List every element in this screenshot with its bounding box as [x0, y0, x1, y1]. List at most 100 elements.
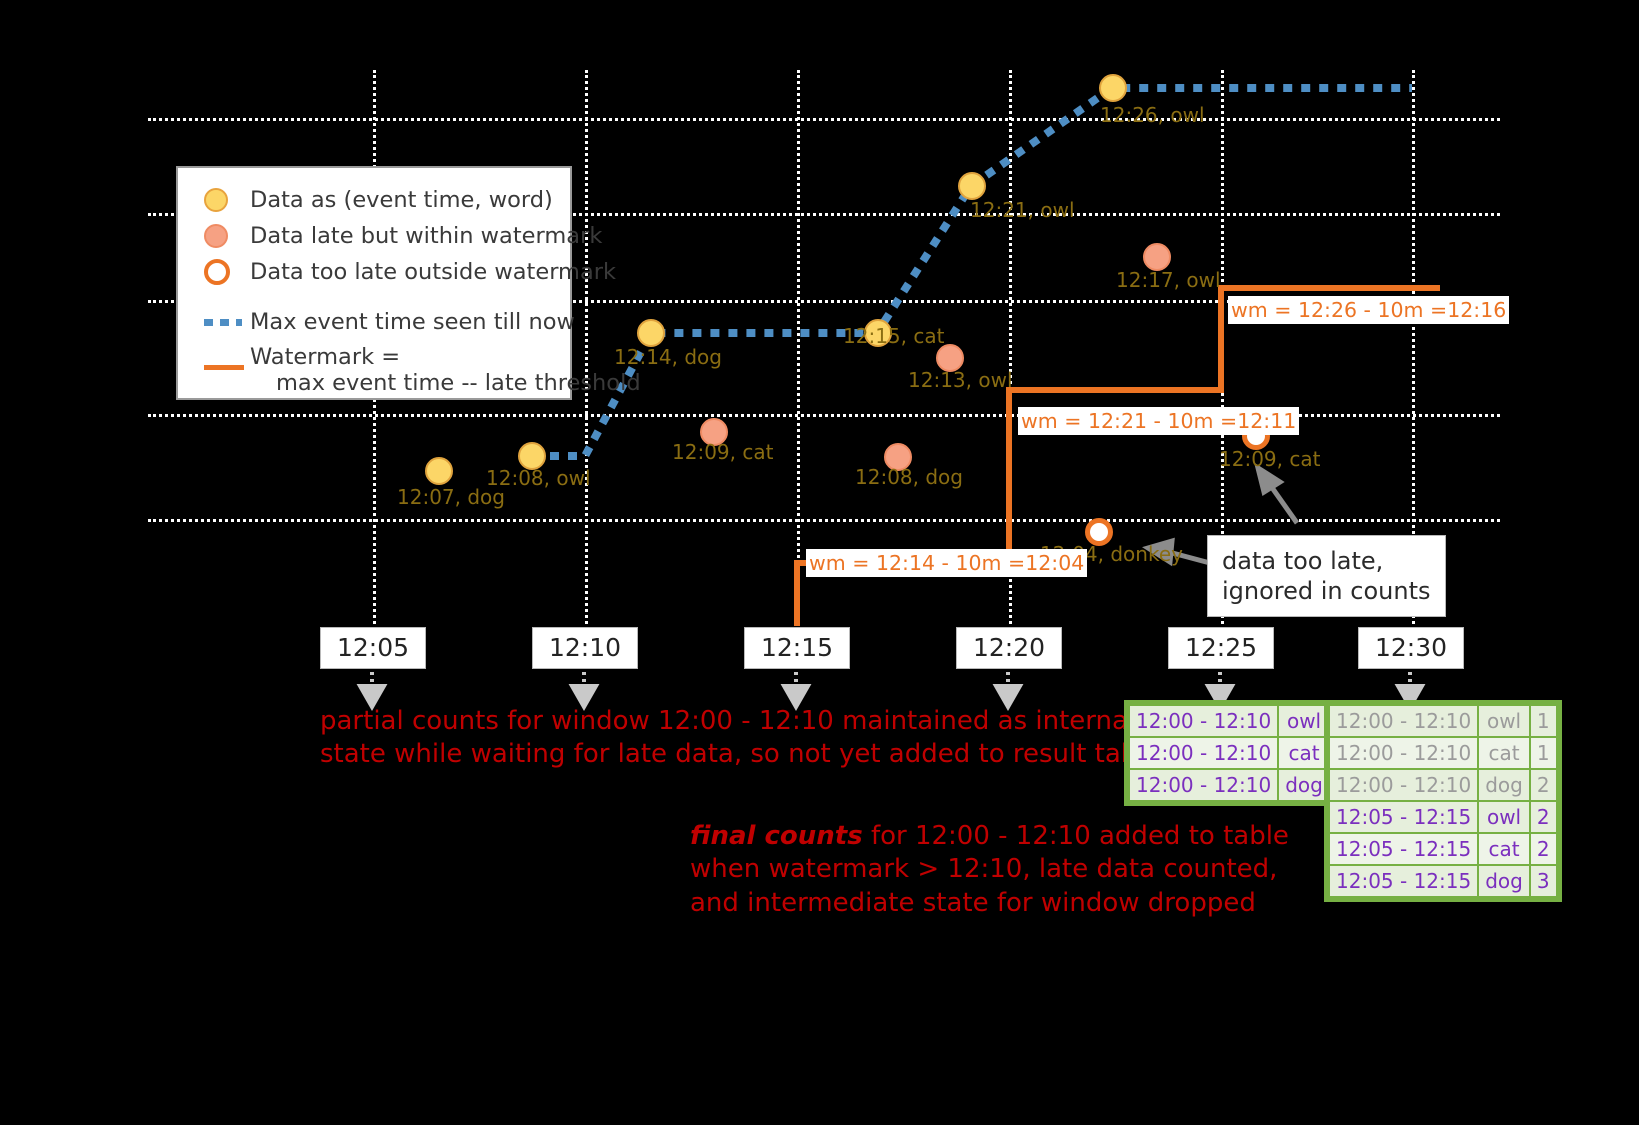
callout-arrows: [1142, 462, 1300, 567]
watermark-label: wm = 12:26 - 10m =12:16: [1228, 296, 1510, 324]
data-point-label: 12:17, owl: [1116, 268, 1221, 292]
legend-label: Data as (event time, word): [250, 187, 553, 213]
table-row: 12:00 - 12:10 cat 1: [1330, 738, 1556, 768]
partial-counts-annotation: partial counts for window 12:00 - 12:10 …: [320, 705, 1161, 772]
cell-window: 12:05 - 12:15: [1330, 866, 1478, 896]
data-point-label: 12:09, cat: [672, 440, 774, 464]
cell-count: 3: [1530, 866, 1556, 896]
callout-line-2: ignored in counts: [1222, 577, 1431, 605]
final-line-3: and intermediate state for window droppe…: [690, 887, 1256, 918]
data-point-late-within: [700, 418, 728, 446]
cell-word: dog: [1279, 770, 1329, 800]
cell-window: 12:05 - 12:15: [1330, 802, 1478, 832]
cell-word: owl: [1479, 802, 1529, 832]
watermark-step-line: [794, 285, 1440, 626]
data-point-label: 12:15, cat: [843, 324, 945, 348]
cell-count: 2: [1530, 770, 1556, 800]
gridline-h: [148, 300, 1500, 303]
cell-window: 12:00 - 12:10: [1330, 706, 1478, 736]
gridline-v: [585, 70, 588, 630]
gridline-h: [148, 414, 1500, 417]
legend-label: Watermark =: [250, 344, 401, 370]
cell-window: 12:00 - 12:10: [1130, 770, 1278, 800]
hollow-orange-circle-icon: [204, 259, 250, 285]
data-point-label: 12:13, owl: [908, 368, 1013, 392]
orange-solid-line-icon: [204, 365, 250, 370]
too-late-callout: data too late, ignored in counts: [1207, 535, 1446, 617]
axis-tick-1220: 12:20: [956, 627, 1062, 669]
data-point-label: 12:26, owl: [1100, 103, 1205, 127]
legend-item-ontime: Data as (event time, word): [178, 182, 570, 218]
axis-tick-1205: 12:05: [320, 627, 426, 669]
gridline-v: [1412, 70, 1415, 630]
cell-window: 12:00 - 12:10: [1130, 738, 1278, 768]
data-point-label: 12:21, owl: [970, 198, 1075, 222]
legend-label-watermark-cont: max event time -- late threshold: [276, 370, 641, 396]
blue-dotted-line-icon: [204, 318, 250, 326]
data-point-ontime: [958, 172, 986, 200]
final-counts-annotation: final counts for 12:00 - 12:10 added to …: [690, 820, 1289, 920]
gridline-h: [148, 118, 1500, 121]
cell-word: cat: [1479, 834, 1529, 864]
data-point-label: 12:07, dog: [397, 485, 505, 509]
table-row: 12:00 - 12:10 dog 2: [1130, 770, 1356, 800]
gridline-v: [1009, 70, 1012, 630]
data-point-late-within: [884, 443, 912, 471]
axis-tick-1230: 12:30: [1358, 627, 1464, 669]
final-line-1: final counts for 12:00 - 12:10 added to …: [690, 820, 1289, 853]
table-row: 12:00 - 12:10 dog 2: [1330, 770, 1556, 800]
watermark-label: wm = 12:21 - 10m =12:11: [1018, 407, 1300, 435]
data-point-late-within: [1143, 243, 1171, 271]
cell-window: 12:05 - 12:15: [1330, 834, 1478, 864]
axis-tick-1225: 12:25: [1168, 627, 1274, 669]
callout-line-1: data too late,: [1222, 547, 1384, 575]
legend: Data as (event time, word) Data late but…: [176, 166, 641, 400]
data-point-ontime: [864, 319, 892, 347]
legend-divider: [178, 290, 570, 304]
filled-salmon-circle-icon: [204, 224, 250, 248]
data-point-label: 12:09, cat: [1219, 447, 1321, 471]
gridline-h: [148, 213, 1500, 216]
cell-window: 12:00 - 12:10: [1330, 770, 1478, 800]
final-emphasis: final counts: [690, 821, 863, 851]
table-row: 12:00 - 12:10 owl 1: [1330, 706, 1556, 736]
result-table-1225: 12:00 - 12:10 owl 1 12:00 - 12:10 cat 1 …: [1124, 700, 1362, 806]
data-point-ontime: [425, 457, 453, 485]
table-row: 12:05 - 12:15 dog 3: [1330, 866, 1556, 896]
legend-label: Max event time seen till now: [250, 309, 575, 335]
gridline-v: [797, 70, 800, 630]
cell-window: 12:00 - 12:10: [1330, 738, 1478, 768]
cell-word: dog: [1479, 866, 1529, 896]
cell-word: cat: [1479, 738, 1529, 768]
cell-word: dog: [1479, 770, 1529, 800]
data-point-label: 12:14, dog: [614, 345, 722, 369]
gridline-h: [148, 519, 1500, 522]
legend-label: Data too late outside watermark: [250, 259, 617, 285]
cell-word: owl: [1279, 706, 1329, 736]
legend-item-max-event-time: Max event time seen till now: [178, 304, 575, 340]
max-event-time-line: [532, 84, 1412, 460]
table-row: 12:05 - 12:15 owl 2: [1330, 802, 1556, 832]
cell-count: 1: [1530, 706, 1556, 736]
cell-count: 2: [1530, 802, 1556, 832]
data-point-label: 12:08, owl: [486, 466, 591, 490]
legend-label: Data late but within watermark: [250, 223, 603, 249]
watermark-label: wm = 12:14 - 10m =12:04: [806, 549, 1088, 577]
legend-item-late-within: Data late but within watermark: [178, 218, 602, 254]
axis-tick-1210: 12:10: [532, 627, 638, 669]
cell-window: 12:00 - 12:10: [1130, 706, 1278, 736]
final-line-2: when watermark > 12:10, late data counte…: [690, 854, 1278, 885]
partial-line-1: partial counts for window 12:00 - 12:10 …: [320, 706, 1136, 736]
data-point-late-within: [936, 344, 964, 372]
result-table-1230: 12:00 - 12:10 owl 1 12:00 - 12:10 cat 1 …: [1324, 700, 1562, 902]
cell-count: 2: [1530, 834, 1556, 864]
axis-arrows: [356, 672, 1426, 712]
data-point-ontime: [1099, 74, 1127, 102]
data-point-label: 12:08, dog: [855, 465, 963, 489]
data-point-too-late: [1085, 518, 1113, 546]
legend-item-too-late: Data too late outside watermark: [178, 254, 616, 290]
partial-line-2: state while waiting for late data, so no…: [320, 739, 1161, 770]
cell-word: owl: [1479, 706, 1529, 736]
data-point-ontime: [518, 442, 546, 470]
